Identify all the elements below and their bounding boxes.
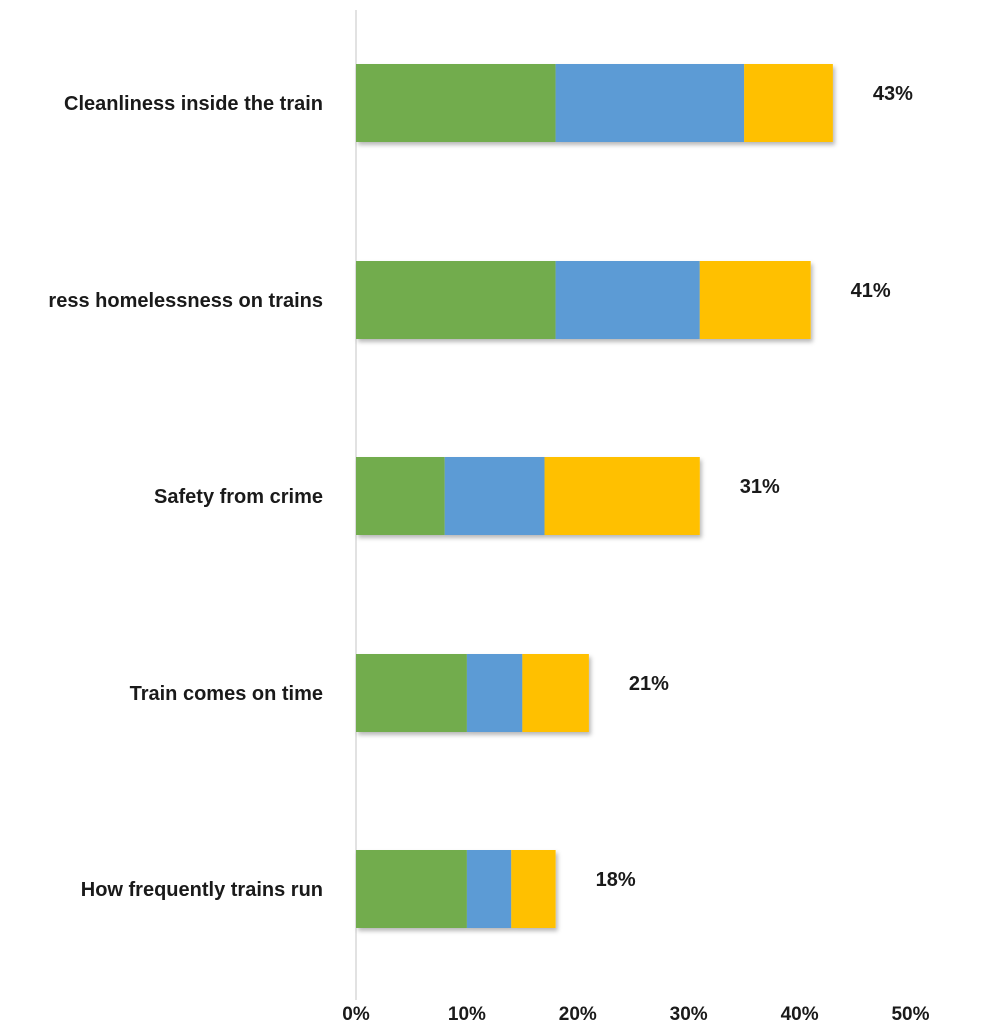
bar-segment-1 [356, 850, 467, 928]
bar-segment-1 [356, 261, 556, 339]
bar-segment-1 [356, 457, 445, 535]
bar-group [356, 261, 811, 339]
bars-layer [356, 64, 833, 928]
bar-group [356, 64, 833, 142]
category-label: ress homelessness on trains [48, 290, 323, 312]
category-label: How frequently trains run [81, 879, 323, 901]
bar-segment-2 [466, 850, 512, 928]
category-label: Cleanliness inside the train [64, 93, 323, 115]
bar-segment-3 [522, 654, 589, 732]
total-label: 31% [740, 476, 780, 498]
category-labels: Cleanliness inside the train ress homeles… [48, 93, 323, 901]
bar-group [356, 654, 589, 732]
category-label: Safety from crime [154, 486, 323, 508]
x-tick-label: 20% [559, 1004, 597, 1025]
bar-segment-3 [511, 850, 556, 928]
total-labels: 43% 41% 31% 21% 18% [596, 83, 913, 891]
bar-segment-3 [544, 457, 700, 535]
bar-segment-2 [555, 261, 700, 339]
bar-group [356, 457, 700, 535]
x-tick-label: 30% [670, 1004, 708, 1025]
x-tick-label: 50% [891, 1004, 929, 1025]
category-label: Train comes on time [130, 683, 323, 705]
total-label: 41% [851, 280, 891, 302]
bar-group [356, 850, 556, 928]
bar-segment-3 [744, 64, 833, 142]
bar-segment-2 [444, 457, 545, 535]
x-tick-label: 0% [342, 1004, 370, 1025]
x-tick-label: 40% [781, 1004, 819, 1025]
bar-segment-3 [699, 261, 811, 339]
bar-segment-1 [356, 654, 467, 732]
bar-segment-2 [466, 654, 523, 732]
bar-segment-2 [555, 64, 745, 142]
total-label: 21% [629, 673, 669, 695]
total-label: 18% [596, 869, 636, 891]
bar-segment-1 [356, 64, 556, 142]
x-axis-ticks: 0% 10% 20% 30% 40% 50% [342, 1004, 929, 1025]
total-label: 43% [873, 83, 913, 105]
x-tick-label: 10% [448, 1004, 486, 1025]
